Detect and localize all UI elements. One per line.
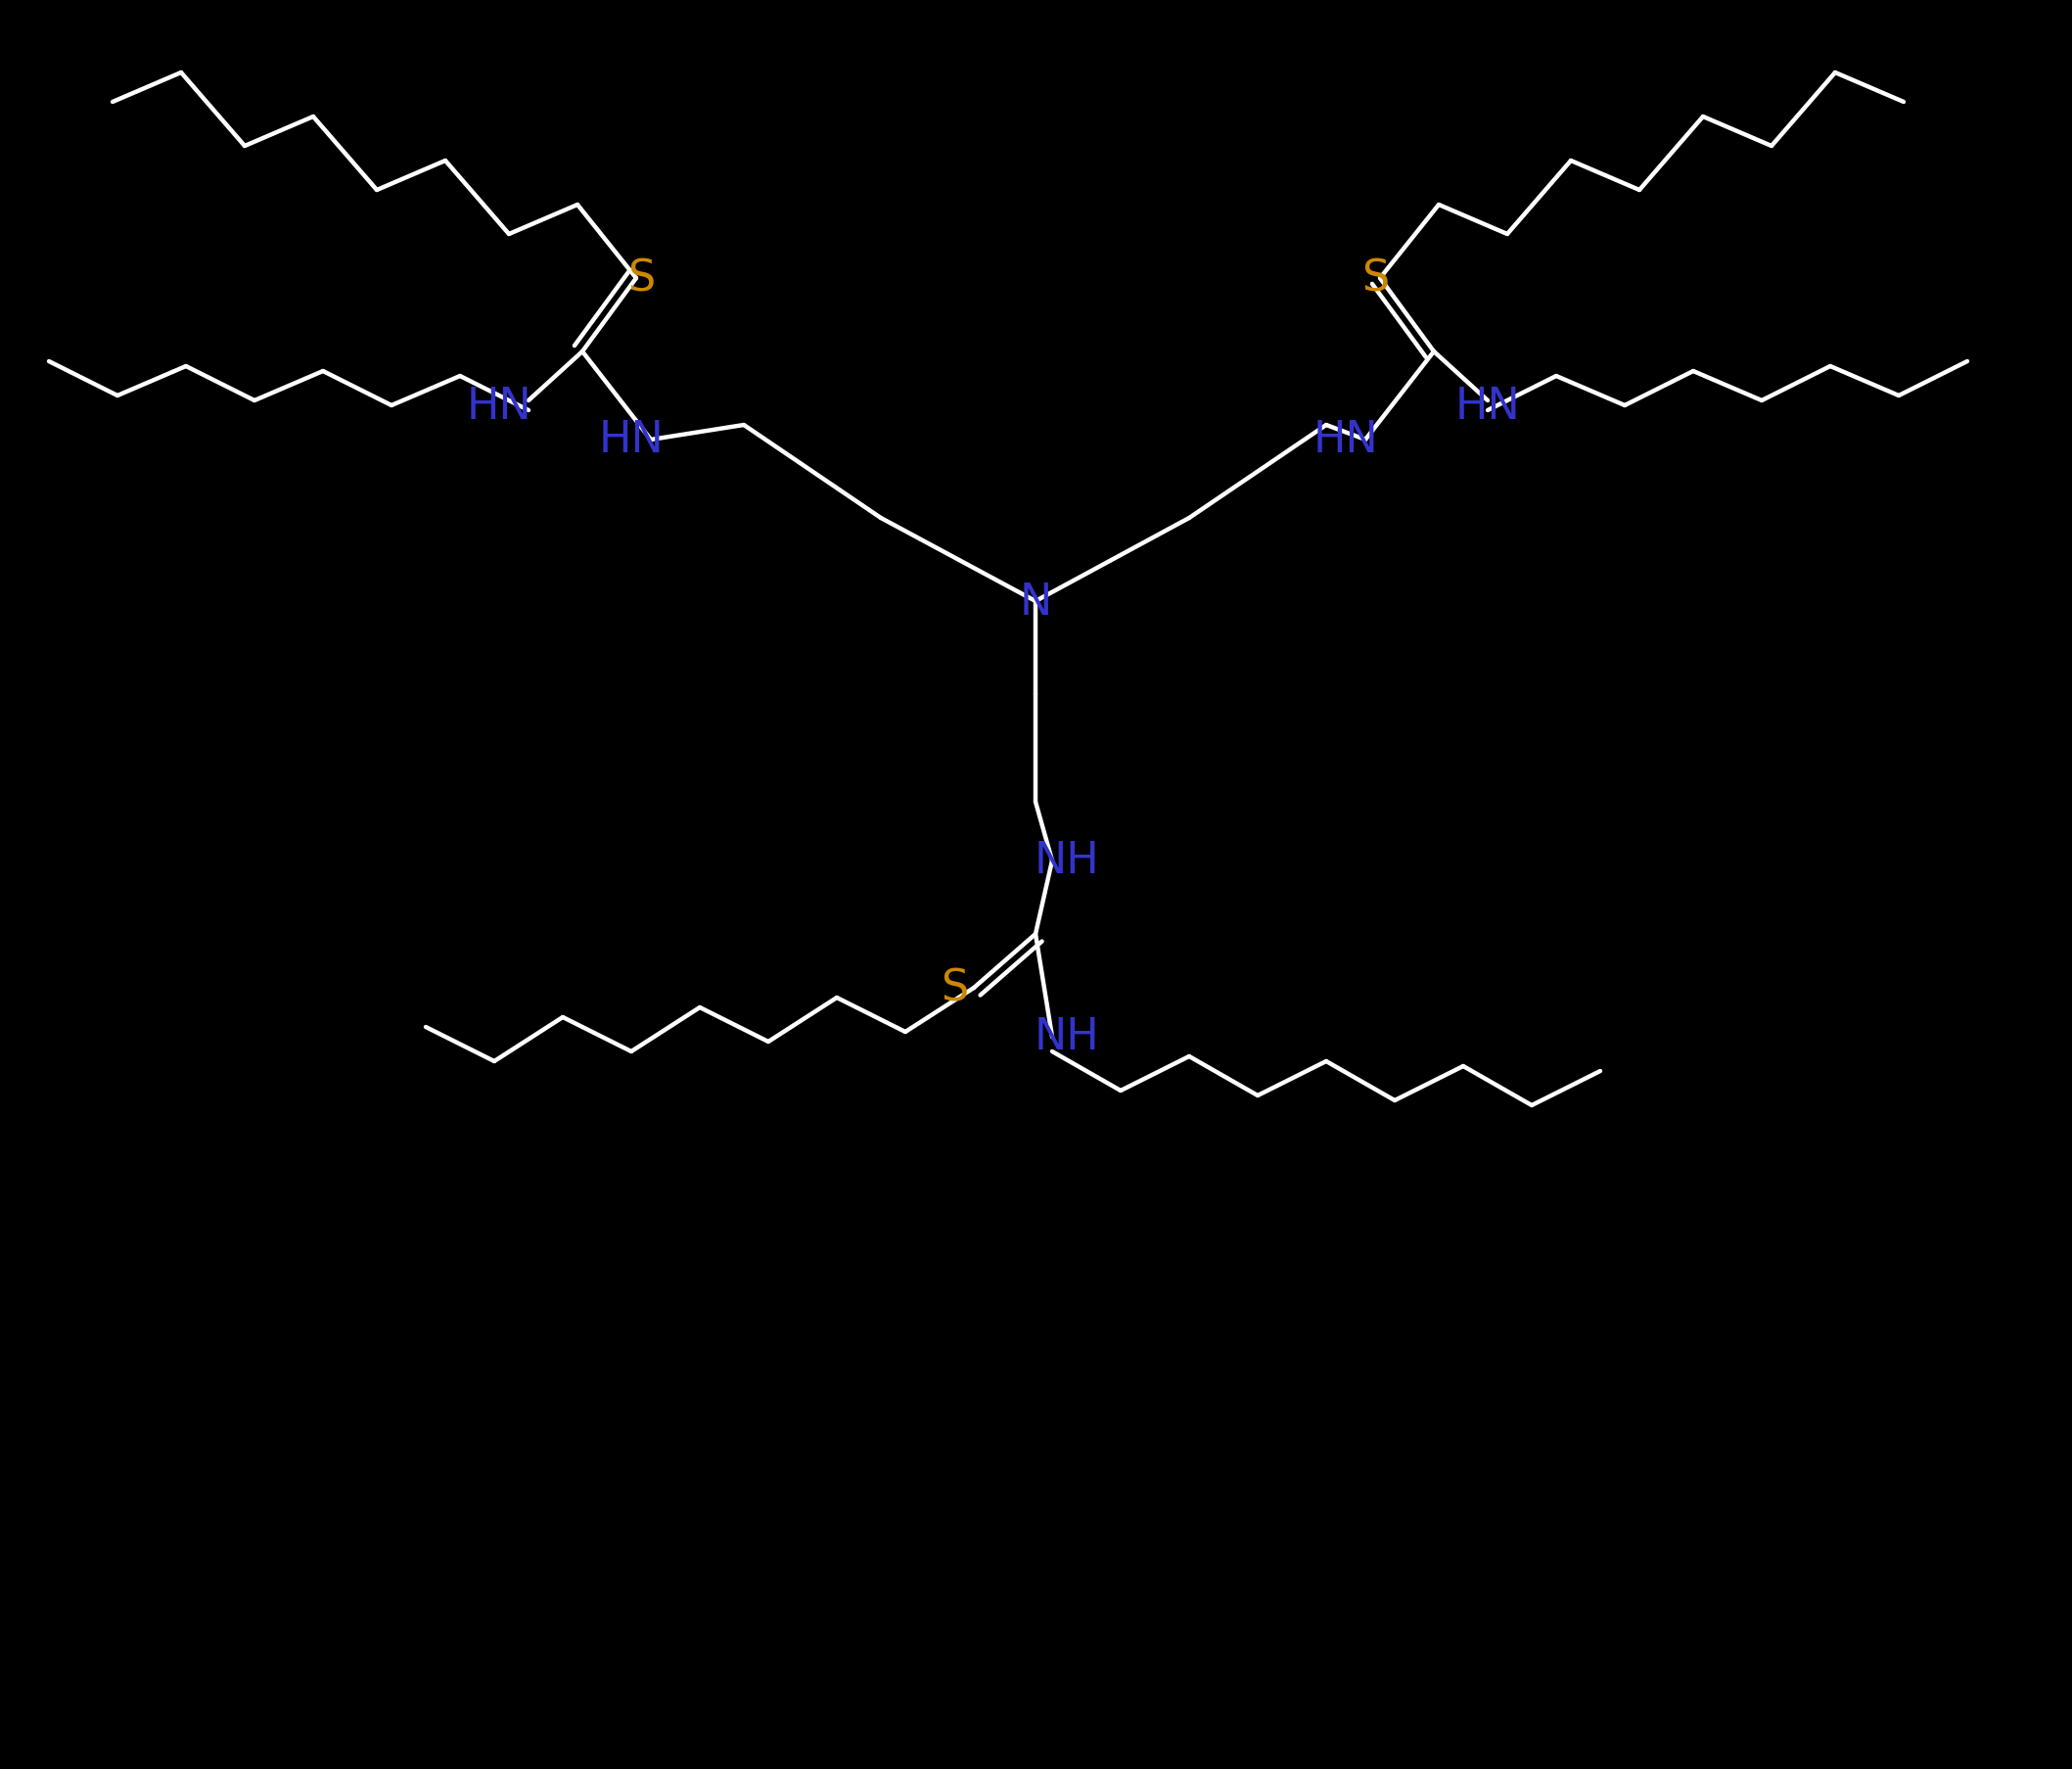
Text: NH: NH: [1034, 840, 1100, 883]
Text: HN: HN: [1314, 419, 1378, 462]
Text: S: S: [941, 968, 968, 1010]
Text: HN: HN: [599, 419, 663, 462]
Text: NH: NH: [1034, 1015, 1100, 1058]
Text: S: S: [1361, 258, 1388, 301]
Text: HN: HN: [466, 386, 533, 426]
Text: S: S: [628, 258, 655, 301]
Text: HN: HN: [1455, 386, 1521, 426]
Text: N: N: [1019, 580, 1053, 623]
